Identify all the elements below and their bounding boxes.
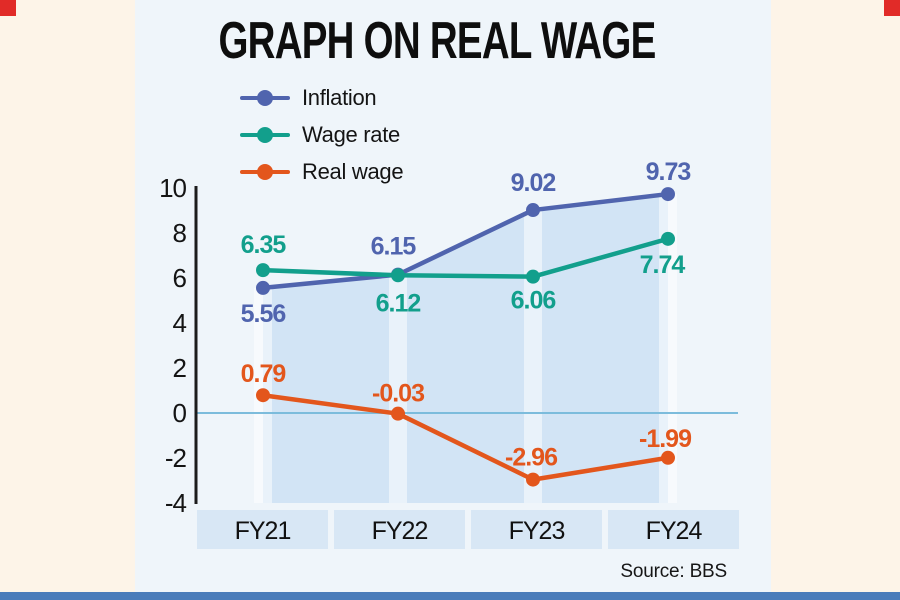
x-axis-label: FY23 bbox=[509, 517, 565, 545]
value-label: 9.73 bbox=[646, 158, 691, 186]
data-point bbox=[391, 268, 405, 283]
legend-label-real-wage: Real wage bbox=[302, 158, 404, 184]
y-tick-label: 6 bbox=[173, 263, 187, 293]
value-label: -0.03 bbox=[372, 380, 424, 408]
y-tick-label: -4 bbox=[165, 488, 187, 518]
x-axis-box bbox=[334, 510, 465, 549]
source-note: Source: BBS bbox=[620, 561, 727, 582]
data-point bbox=[661, 450, 675, 465]
value-label: 6.35 bbox=[241, 231, 287, 259]
value-label: 9.02 bbox=[511, 169, 556, 197]
data-point bbox=[661, 231, 675, 246]
legend-label-wage-rate: Wage rate bbox=[302, 121, 400, 147]
x-axis-label: FY22 bbox=[372, 517, 428, 545]
data-point bbox=[256, 280, 270, 295]
y-tick-label: 4 bbox=[173, 308, 187, 338]
value-label: 7.74 bbox=[640, 251, 686, 279]
value-label: 6.06 bbox=[511, 287, 556, 315]
footer-bar bbox=[0, 592, 900, 600]
legend-marker-real-wage bbox=[240, 163, 290, 180]
x-axis-box bbox=[197, 510, 328, 549]
value-label: 0.79 bbox=[241, 360, 286, 388]
legend-label-inflation: Inflation bbox=[302, 84, 377, 110]
legend-item-real-wage: Real wage bbox=[240, 157, 404, 186]
data-point bbox=[391, 406, 405, 421]
corner-square-left bbox=[0, 0, 16, 16]
data-point bbox=[661, 187, 675, 202]
y-tick-label: 0 bbox=[173, 398, 187, 428]
series-line-real-wage bbox=[256, 388, 675, 487]
data-point bbox=[526, 472, 540, 487]
value-labels-real-wage: 0.79 -0.03 -2.96 -1.99 bbox=[241, 360, 692, 472]
legend: Inflation Wage rate Real wage bbox=[240, 83, 404, 186]
series-line-wage-rate bbox=[256, 231, 675, 284]
data-point bbox=[526, 269, 540, 284]
value-label: 6.12 bbox=[376, 289, 421, 317]
x-axis-label: FY21 bbox=[235, 517, 291, 545]
corner-square-right bbox=[884, 0, 900, 16]
y-tick-labels: 10 8 6 4 2 0 -2 -4 bbox=[159, 173, 187, 518]
value-labels-wage-rate: 6.35 6.12 6.06 7.74 bbox=[241, 231, 687, 317]
y-tick-label: -2 bbox=[165, 443, 187, 473]
area-fill bbox=[263, 194, 668, 503]
value-label: -2.96 bbox=[505, 444, 557, 472]
legend-marker-wage-rate bbox=[240, 126, 290, 143]
x-axis-box bbox=[608, 510, 739, 549]
value-label: 5.56 bbox=[241, 300, 286, 328]
data-point bbox=[256, 263, 270, 278]
legend-marker-inflation bbox=[240, 89, 290, 106]
legend-item-wage-rate: Wage rate bbox=[240, 120, 403, 149]
data-point bbox=[256, 388, 270, 403]
x-axis-box bbox=[471, 510, 602, 549]
value-label: 6.15 bbox=[371, 233, 417, 261]
data-point bbox=[526, 203, 540, 218]
value-label: -1.99 bbox=[639, 425, 691, 453]
y-tick-label: 10 bbox=[159, 173, 186, 203]
y-tick-label: 2 bbox=[173, 353, 187, 383]
y-tick-label: 8 bbox=[173, 218, 187, 248]
x-axis-boxes: FY21 FY22 FY23 FY24 bbox=[197, 510, 739, 549]
x-axis-label: FY24 bbox=[646, 517, 703, 545]
page-title: GRAPH ON REAL WAGE bbox=[218, 12, 656, 70]
legend-item-inflation: Inflation bbox=[240, 83, 403, 112]
value-labels-inflation: 5.56 6.15 9.02 9.73 bbox=[241, 158, 692, 328]
